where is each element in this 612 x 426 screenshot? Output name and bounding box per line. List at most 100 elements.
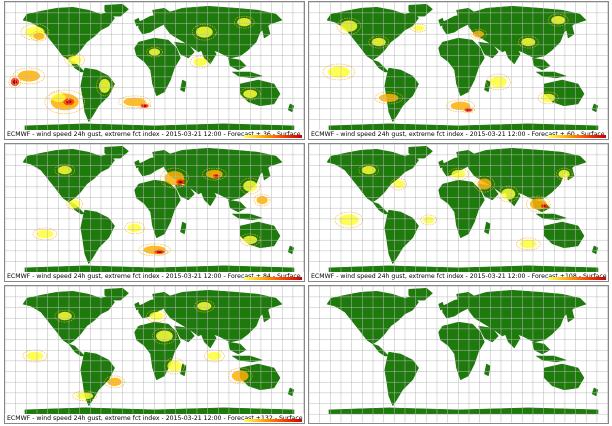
- color-scale-strip: [244, 135, 302, 138]
- world-map: [5, 144, 304, 272]
- anomaly-contour: [537, 91, 559, 105]
- land-uk: [134, 159, 141, 169]
- land-africa: [134, 37, 181, 97]
- land-south-america: [384, 67, 419, 123]
- anomaly-area: [76, 392, 94, 400]
- land-southeast-asia: [227, 199, 247, 213]
- world-map: [5, 286, 304, 414]
- anomaly-area: [193, 57, 208, 67]
- anomaly-core: [466, 108, 471, 111]
- anomaly-contour: [253, 193, 271, 207]
- anomaly-area: [521, 37, 536, 47]
- map-panel-5: ECMWF - wind speed 24h gust, extreme fct…: [4, 285, 305, 424]
- anomaly-area: [123, 97, 146, 107]
- anomaly-contour: [192, 23, 217, 41]
- map-panel-2: ECMWF - wind speed 24h gust, extreme fct…: [308, 1, 609, 140]
- anomaly-area: [393, 179, 405, 189]
- anomaly-contour: [54, 309, 76, 323]
- map-panel-3: ECMWF - wind speed 24h gust, extreme fct…: [4, 143, 305, 282]
- map-caption: ECMWF - wind speed 24h gust, extreme fct…: [309, 272, 608, 281]
- color-scale-strip: [244, 277, 302, 280]
- anomaly-area: [423, 216, 435, 224]
- anomaly-contour: [420, 214, 437, 226]
- land-madagascar: [180, 221, 187, 235]
- anomaly-area: [541, 93, 556, 103]
- anomaly-area: [489, 76, 507, 88]
- anomaly-contour: [146, 309, 167, 323]
- anomaly-area: [450, 101, 471, 111]
- anomaly-area: [558, 169, 570, 179]
- land-india: [503, 331, 521, 349]
- anomaly-area: [237, 17, 252, 27]
- anomaly-contour: [446, 99, 475, 113]
- land-uk: [438, 17, 445, 27]
- anomaly-area: [327, 66, 351, 78]
- anomaly-area: [36, 229, 54, 239]
- anomaly-contour: [32, 227, 58, 241]
- land-southeast-asia: [531, 341, 551, 355]
- anomaly-contour: [12, 67, 46, 85]
- anomaly-contour: [227, 367, 253, 385]
- anomaly-contour: [8, 75, 22, 89]
- anomaly-contour: [486, 73, 511, 91]
- anomaly-contour: [160, 167, 189, 189]
- land-greenland: [104, 3, 129, 17]
- anomaly-contour: [72, 390, 97, 402]
- anomaly-contour: [239, 177, 261, 195]
- map-panel-6: [308, 285, 609, 424]
- anomaly-core: [142, 104, 147, 107]
- land-greenland: [408, 287, 433, 301]
- anomaly-area: [195, 26, 213, 38]
- anomaly-contour: [368, 35, 390, 49]
- anomaly-contour: [164, 357, 185, 375]
- color-scale-strip: [244, 419, 302, 422]
- land-madagascar: [180, 79, 187, 93]
- anomaly-contour: [525, 195, 551, 213]
- anomaly-contour: [104, 375, 125, 389]
- anomaly-contour: [233, 15, 255, 29]
- land-africa: [438, 179, 485, 239]
- anomaly-contour: [151, 248, 168, 256]
- map-panel-1: ECMWF - wind speed 24h gust, extreme fct…: [4, 1, 305, 140]
- lat-lon-grid: [309, 286, 608, 423]
- lat-lon-grid: [5, 144, 304, 272]
- land-antarctic-strip: [24, 265, 295, 272]
- anomaly-contour: [462, 106, 475, 114]
- anomaly-contour: [410, 23, 427, 33]
- anomaly-contour: [498, 185, 519, 203]
- land-uk: [438, 159, 445, 169]
- world-map: [5, 2, 304, 130]
- anomaly-area: [51, 93, 66, 103]
- land-antarctic-strip: [328, 265, 599, 272]
- lat-lon-grid: [309, 144, 608, 272]
- land-greenland: [408, 145, 433, 159]
- map-caption: ECMWF - wind speed 24h gust, extreme fct…: [5, 272, 304, 281]
- anomaly-contour: [152, 327, 177, 345]
- land-southeast-asia: [227, 57, 247, 71]
- land-africa: [438, 321, 485, 381]
- lat-lon-grid: [5, 286, 304, 414]
- anomaly-area: [501, 188, 516, 200]
- land-south-america: [384, 209, 419, 265]
- anomaly-area: [378, 93, 399, 103]
- anomaly-area: [231, 370, 249, 382]
- anomaly-area: [167, 360, 182, 372]
- anomaly-contour: [30, 30, 48, 42]
- anomaly-contour: [390, 177, 407, 191]
- anomaly-area: [69, 199, 81, 209]
- anomaly-contour: [66, 197, 84, 211]
- lat-lon-grid: [309, 2, 608, 130]
- land-india: [199, 331, 217, 349]
- anomaly-contour: [138, 102, 151, 110]
- anomaly-area: [99, 78, 111, 93]
- anomaly-core: [178, 180, 183, 184]
- anomaly-contour: [194, 299, 215, 313]
- anomaly-contour: [190, 55, 211, 69]
- anomaly-contour: [547, 13, 569, 27]
- anomaly-area: [371, 37, 386, 47]
- land-greenland: [104, 145, 129, 159]
- land-madagascar: [484, 363, 491, 377]
- anomaly-area: [551, 15, 566, 25]
- anomaly-contour: [96, 75, 113, 97]
- color-scale-strip: [548, 277, 606, 280]
